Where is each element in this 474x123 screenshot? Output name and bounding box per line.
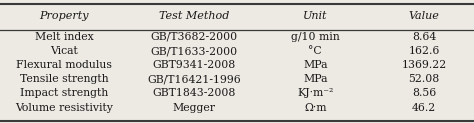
Text: 46.2: 46.2 [412, 103, 437, 113]
Text: Unit: Unit [303, 11, 328, 21]
Text: 1369.22: 1369.22 [401, 60, 447, 70]
Text: g/10 min: g/10 min [291, 32, 339, 42]
Text: 8.56: 8.56 [412, 88, 437, 99]
Text: MPa: MPa [303, 74, 328, 84]
Text: GB/T1633-2000: GB/T1633-2000 [151, 46, 238, 56]
Text: 8.64: 8.64 [412, 32, 437, 42]
Text: KJ·m⁻²: KJ·m⁻² [297, 88, 333, 99]
Text: Value: Value [409, 11, 440, 21]
Text: Ω·m: Ω·m [304, 103, 327, 113]
Text: Vicat: Vicat [50, 46, 78, 56]
Text: Impact strength: Impact strength [20, 88, 108, 99]
Text: GBT9341-2008: GBT9341-2008 [153, 60, 236, 70]
Text: Flexural modulus: Flexural modulus [16, 60, 112, 70]
Text: Tensile strength: Tensile strength [20, 74, 108, 84]
Text: Melt index: Melt index [35, 32, 93, 42]
Text: °C: °C [309, 46, 322, 56]
Text: GB/T3682-2000: GB/T3682-2000 [151, 32, 238, 42]
Text: GBT1843-2008: GBT1843-2008 [153, 88, 236, 99]
Text: MPa: MPa [303, 60, 328, 70]
Text: Test Method: Test Method [159, 11, 229, 21]
Text: 52.08: 52.08 [409, 74, 440, 84]
Text: Megger: Megger [173, 103, 216, 113]
Text: GB/T16421-1996: GB/T16421-1996 [147, 74, 241, 84]
Text: Volume resistivity: Volume resistivity [15, 103, 113, 113]
Text: Property: Property [39, 11, 89, 21]
Text: 162.6: 162.6 [409, 46, 440, 56]
